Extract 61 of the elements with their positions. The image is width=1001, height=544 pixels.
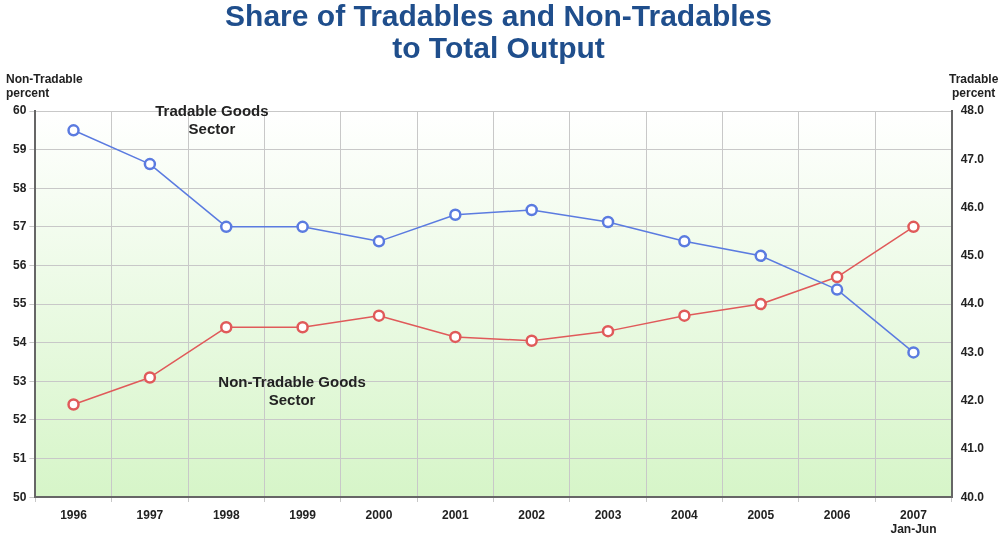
x-tick-label: 2000 <box>365 507 393 522</box>
y2-tick-label: 42.0 <box>960 392 985 407</box>
point <box>67 398 80 411</box>
y2-tick-label: 45.0 <box>960 248 985 263</box>
point <box>67 124 80 137</box>
y2-tick-label: 46.0 <box>960 199 985 214</box>
x-tick-label: 2007 Jan-Jun <box>890 507 937 537</box>
point <box>296 321 309 334</box>
point <box>601 324 615 338</box>
point <box>678 309 691 322</box>
y2-axis-title: Tradable percent <box>948 72 999 100</box>
x-tick-label: 2002 <box>518 507 546 522</box>
x-tick-label: 2006 <box>823 507 851 522</box>
y-tick-label: 59 <box>12 141 27 156</box>
point <box>449 208 462 222</box>
y2-tick-label: 44.0 <box>960 296 985 311</box>
x-tick-label: 2004 <box>671 507 699 522</box>
point <box>296 220 309 234</box>
point <box>143 371 157 384</box>
x-tick-label: 1999 <box>289 507 317 522</box>
x-tick-label: 2001 <box>441 507 469 522</box>
y-tick-label: 50 <box>12 489 27 504</box>
y-tick-label: 53 <box>12 373 27 388</box>
point <box>601 215 615 229</box>
y2-tick-label: 40.0 <box>960 489 985 504</box>
x-tick-label: 2005 <box>747 507 775 522</box>
y-tick-label: 55 <box>12 296 27 311</box>
y-tick-label: 57 <box>12 219 27 234</box>
x-tick-label: 1996 <box>60 507 88 522</box>
point <box>907 220 920 234</box>
x-tick-label: 1997 <box>136 507 164 522</box>
y2-tick-label: 47.0 <box>960 151 985 166</box>
point <box>678 235 691 248</box>
point <box>525 203 538 217</box>
y-tick-label: 52 <box>12 412 27 427</box>
point <box>830 283 844 296</box>
y-tick-label: 58 <box>12 180 27 195</box>
y2-tick-label: 43.0 <box>960 344 985 359</box>
point <box>754 249 767 263</box>
point <box>372 235 386 248</box>
y-tick-label: 56 <box>12 257 27 272</box>
x-tick-label: 2003 <box>594 507 622 522</box>
point <box>372 309 386 322</box>
y-tick-label: 51 <box>12 450 27 465</box>
point <box>830 270 844 284</box>
series-label: Tradable Goods Sector <box>155 102 269 138</box>
y2-tick-label: 41.0 <box>960 441 985 456</box>
y2-tick-label: 48.0 <box>960 103 985 118</box>
chart-title: Share of Tradables and Non-Tradables to Total Output <box>225 0 772 64</box>
point <box>143 157 157 171</box>
text: Non-Tradable Goods Sector <box>218 373 366 409</box>
y-axis-title: Non-Tradable percent <box>5 72 83 100</box>
point <box>525 334 538 348</box>
point <box>449 330 462 344</box>
point <box>219 220 233 234</box>
point <box>754 297 767 311</box>
point <box>219 321 233 334</box>
point <box>907 346 920 359</box>
y-tick-label: 60 <box>12 103 27 118</box>
x-tick-label: 1998 <box>212 507 240 522</box>
y-tick-label: 54 <box>12 335 27 350</box>
